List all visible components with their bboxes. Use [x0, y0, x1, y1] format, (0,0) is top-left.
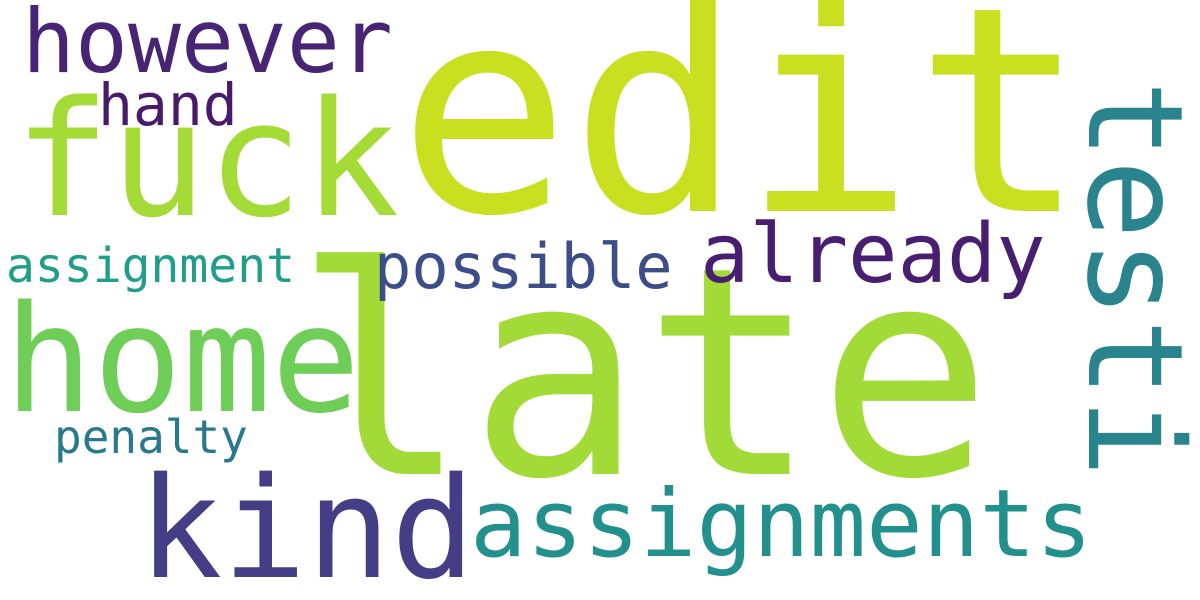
word-penalty: penalty: [54, 410, 248, 464]
word-already: already: [700, 207, 1046, 302]
word-however: however: [22, 0, 393, 93]
word-possible: possible: [374, 230, 673, 303]
word-late: late: [294, 206, 993, 543]
word-assignments: assignments: [470, 470, 1093, 579]
word-home: home: [4, 274, 361, 446]
word-fuck: fuck: [14, 66, 400, 253]
word-testi: testi: [1057, 80, 1200, 478]
word-edit: edit: [398, 0, 1087, 279]
word-kind: kind: [138, 448, 476, 600]
word-assignment: assignment: [6, 238, 295, 294]
word-hand: hand: [98, 71, 238, 139]
